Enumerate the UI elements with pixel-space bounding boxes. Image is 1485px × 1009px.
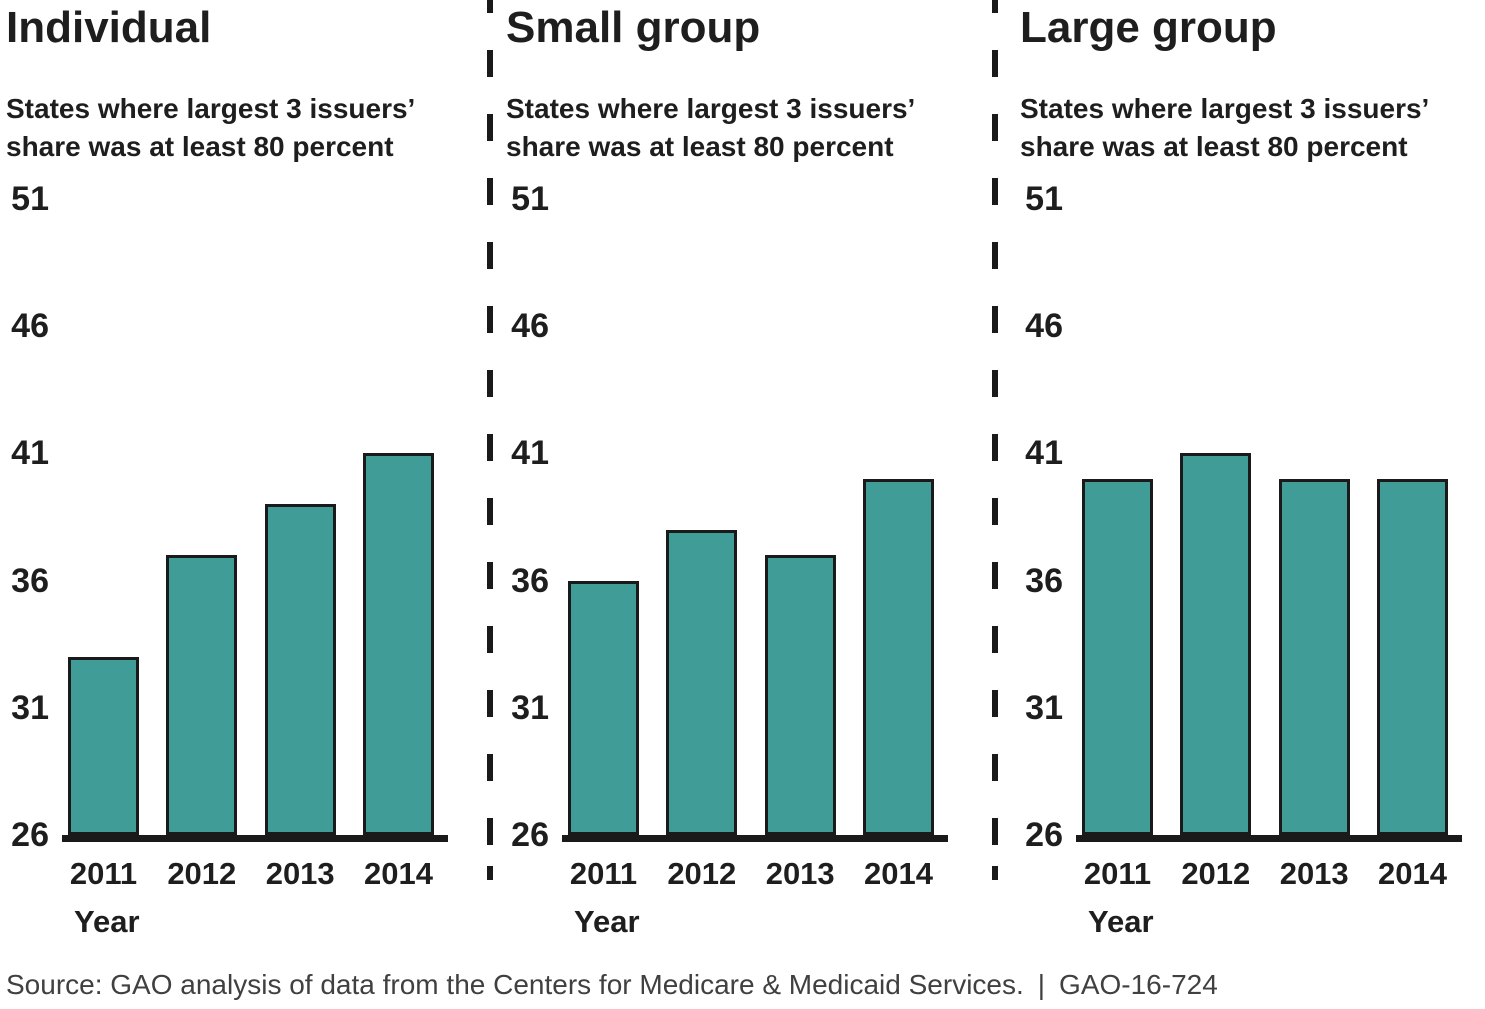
x-axis-line [62,835,448,842]
bar-2012 [666,529,738,835]
plot-area: Year 26 31 36 41 46 51 2011 2012 2013 2014 [500,0,987,940]
panel-title: Individual [6,3,212,52]
x-tick-label: 2014 [864,856,933,891]
y-tick-label: 51 [1025,180,1063,218]
y-tick-label: 46 [511,307,549,346]
panel-small-group: Small group States where largest 3 issue… [500,0,987,940]
panel-subtitle: States where largest 3 issuers’ share wa… [1020,93,1428,162]
bar-2013 [264,504,336,835]
bar-2011 [68,656,139,835]
y-tick-label: 26 [11,816,49,854]
y-tick-label: 41 [11,434,49,473]
y-tick-label: 26 [511,816,549,854]
y-tick-label: 31 [11,688,49,727]
x-tick-label: 2014 [1378,856,1447,891]
bar-2014 [363,453,434,835]
bar-2012 [1180,453,1252,835]
x-tick-label: 2013 [265,856,335,891]
panel-title: Small group [506,3,761,52]
x-tick-label: 2012 [667,856,737,891]
panel-subtitle: States where largest 3 issuers’ share wa… [506,93,914,162]
bar-2013 [1278,478,1350,835]
y-tick-label: 36 [1025,561,1063,600]
x-tick-label: 2012 [167,856,237,891]
bar-2011 [568,580,639,835]
report-id: GAO-16-724 [1059,969,1218,1000]
x-tick-label: 2011 [569,856,638,891]
panel-divider [487,0,493,880]
plot-area: Year 26 31 36 41 46 51 2011 2012 2013 2014 [0,0,486,940]
x-tick-label: 2011 [1083,856,1152,891]
y-tick-label: 46 [1025,307,1063,346]
x-axis-line [1076,835,1462,842]
y-tick-label: 31 [1025,688,1063,727]
x-tick-label: 2013 [765,856,835,891]
panel-individual: Individual States where largest 3 issuer… [0,0,486,940]
x-axis-line [562,835,948,842]
bar-2011 [1082,478,1153,835]
x-axis-title: Year [574,904,640,939]
footer-divider: | [1037,969,1046,1000]
bar-2014 [1377,478,1448,835]
y-tick-label: 51 [11,180,49,218]
y-tick-label: 51 [511,180,549,218]
y-tick-label: 41 [1025,434,1063,473]
plot-area: Year 26 31 36 41 46 51 2011 2012 2013 2014 [1014,0,1485,940]
panel-subtitle: States where largest 3 issuers’ share wa… [6,93,414,162]
y-tick-label: 26 [1025,816,1063,854]
x-axis-title: Year [1088,904,1154,939]
panel-large-group: Large group States where largest 3 issue… [1014,0,1485,940]
bar-2013 [764,555,836,835]
y-tick-label: 36 [511,561,549,600]
x-axis-title: Year [74,904,140,939]
y-tick-label: 41 [511,434,549,473]
x-tick-label: 2011 [69,856,138,891]
y-tick-label: 46 [11,307,49,346]
bar-2014 [863,478,934,835]
source-line: Source: GAO analysis of data from the Ce… [6,969,1218,1001]
bar-2012 [166,555,238,835]
panel-divider [992,0,998,880]
source-text: Source: GAO analysis of data from the Ce… [6,969,1024,1000]
x-tick-label: 2013 [1279,856,1349,891]
x-tick-label: 2014 [364,856,433,891]
y-tick-label: 36 [11,561,49,600]
panel-title: Large group [1020,3,1277,52]
y-tick-label: 31 [511,688,549,727]
x-tick-label: 2012 [1181,856,1251,891]
